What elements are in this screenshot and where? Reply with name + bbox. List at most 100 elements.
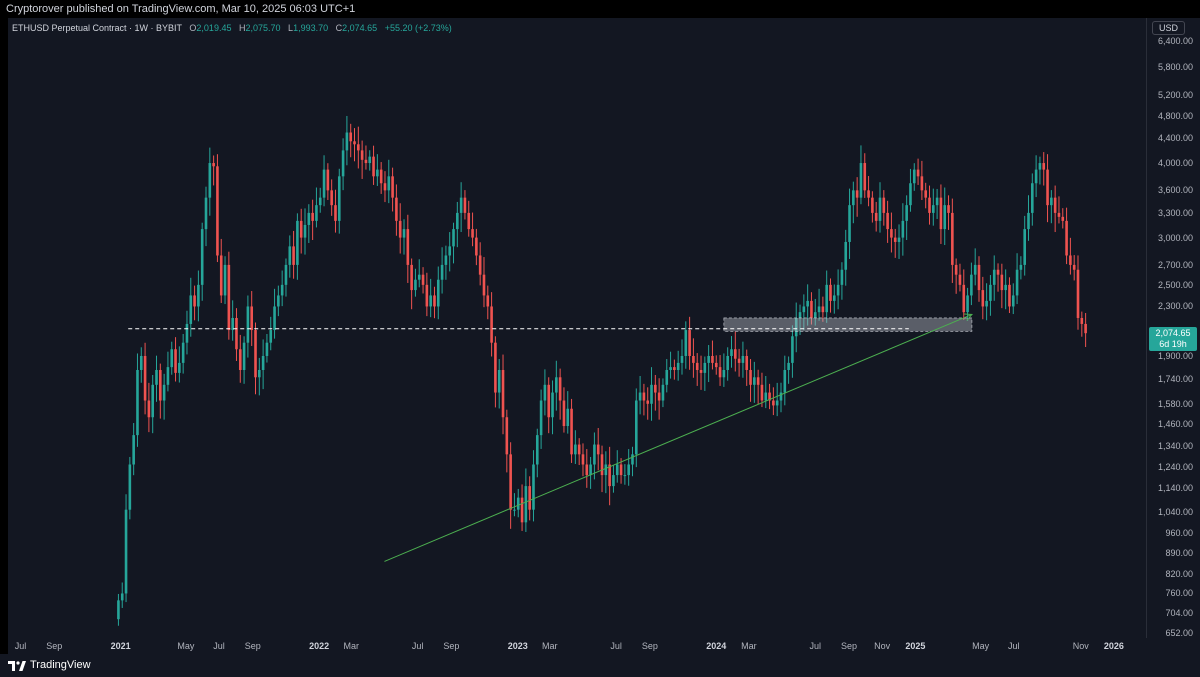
price-tick-label: 5,200.00 [1157, 90, 1193, 101]
candle-body [311, 212, 314, 221]
candle-body [303, 224, 307, 238]
candle-body [737, 358, 741, 363]
candle-body [707, 355, 710, 363]
time-tick-label: Sep [641, 641, 658, 651]
candle-body [1065, 220, 1068, 256]
candle-body [448, 246, 452, 256]
time-tick-label: Mar [741, 641, 757, 651]
candle-body [174, 349, 177, 373]
candle-body [284, 264, 288, 285]
price-tick-label: 2,300.00 [1157, 301, 1193, 312]
candle-body [307, 212, 311, 225]
candle-body [162, 384, 166, 401]
candle-body [185, 323, 189, 343]
candle-body [155, 369, 158, 385]
candle-body [695, 362, 699, 370]
candle-body [608, 464, 611, 487]
time-tick-label: Sep [840, 641, 857, 651]
candle-body [147, 400, 151, 418]
candle-body [238, 349, 242, 370]
candle-body [981, 290, 985, 307]
price-tick-label: 704.00 [1165, 608, 1193, 619]
time-tick-label: Jul [213, 641, 225, 651]
candle-body [673, 367, 676, 370]
candle-body [1046, 169, 1049, 206]
candle-body [661, 384, 665, 401]
candle-body [318, 197, 322, 206]
candle-body [733, 349, 737, 359]
candle-body [783, 369, 787, 393]
candle-body [631, 454, 634, 465]
candle-body [235, 317, 238, 350]
price-tick-label: 6,400.00 [1157, 36, 1193, 47]
candle-body [322, 169, 326, 198]
candle-body [132, 435, 135, 465]
low-value: 1,993.70 [293, 23, 329, 33]
candle-body [391, 176, 394, 198]
time-tick-label: Jul [14, 641, 27, 651]
time-axis[interactable]: Jul Sep 2021 May Jul Sep 2022 Mar Jul Sep 2023 Mar J… [8, 638, 1200, 654]
candle-body [292, 246, 295, 265]
candle-body [143, 355, 147, 401]
candle-body [916, 169, 920, 177]
candle-body [139, 355, 143, 370]
candle-body [330, 190, 333, 206]
price-axis[interactable]: USD 6,400.00 5,800.00 5,200.00 4,800.00 4,40… [1146, 18, 1200, 638]
candle-body [912, 169, 916, 184]
candle-body [711, 355, 714, 363]
candle-body [1069, 255, 1072, 265]
candle-body [989, 284, 992, 301]
candle-body [642, 392, 646, 401]
time-tick-label: Jul [809, 641, 822, 651]
price-tick-label: 4,400.00 [1157, 133, 1193, 144]
candle-body [349, 132, 353, 142]
candle-body [562, 400, 566, 427]
candle-body [509, 454, 512, 510]
candle-body [128, 464, 132, 510]
candle-body [1038, 163, 1042, 170]
candle-body [954, 264, 958, 275]
candle-body [1023, 229, 1026, 265]
candle-body [943, 205, 947, 230]
close-value: 2,074.65 [342, 23, 378, 33]
candle-body [204, 197, 208, 230]
candle-body [414, 279, 417, 291]
candle-body [208, 163, 212, 198]
candle-body [867, 190, 870, 198]
close-label: C [335, 23, 343, 33]
chart-plot-area[interactable]: ETHUSD Perpetual Contract · 1W · BYBIT O… [8, 18, 1146, 638]
candle-body [897, 237, 901, 242]
tradingview-brand[interactable]: TradingView [8, 654, 91, 677]
candle-body [958, 274, 962, 285]
candle-body [227, 264, 231, 331]
candle-body [395, 197, 398, 221]
candle-body [1000, 274, 1004, 291]
candle-body [429, 295, 432, 307]
time-tick-year-label: 2025 [905, 641, 926, 651]
candle-body [440, 264, 444, 280]
currency-button[interactable]: USD [1152, 21, 1186, 35]
candle-body [646, 400, 650, 404]
candle-body [296, 220, 299, 265]
candle-body [794, 317, 798, 337]
candle-body [159, 369, 162, 401]
support-zone [723, 317, 973, 332]
candle-body [832, 295, 836, 301]
candle-body [996, 269, 1000, 275]
candle-body [436, 279, 440, 307]
candle-body [760, 384, 764, 401]
time-tick-label: May [972, 641, 990, 651]
candle-body [387, 176, 391, 191]
candle-body [1031, 183, 1034, 213]
candle-body [231, 317, 234, 331]
candle-body [604, 464, 608, 476]
candle-body [1084, 323, 1087, 334]
candle-body [1050, 197, 1053, 206]
candle-body [577, 444, 581, 455]
price-tick-label: 5,800.00 [1157, 61, 1193, 72]
candle-body [124, 509, 128, 594]
candle-body [722, 369, 726, 378]
price-tick-label: 3,300.00 [1157, 207, 1193, 218]
open-label: O [189, 23, 197, 33]
candle-body [181, 342, 185, 363]
